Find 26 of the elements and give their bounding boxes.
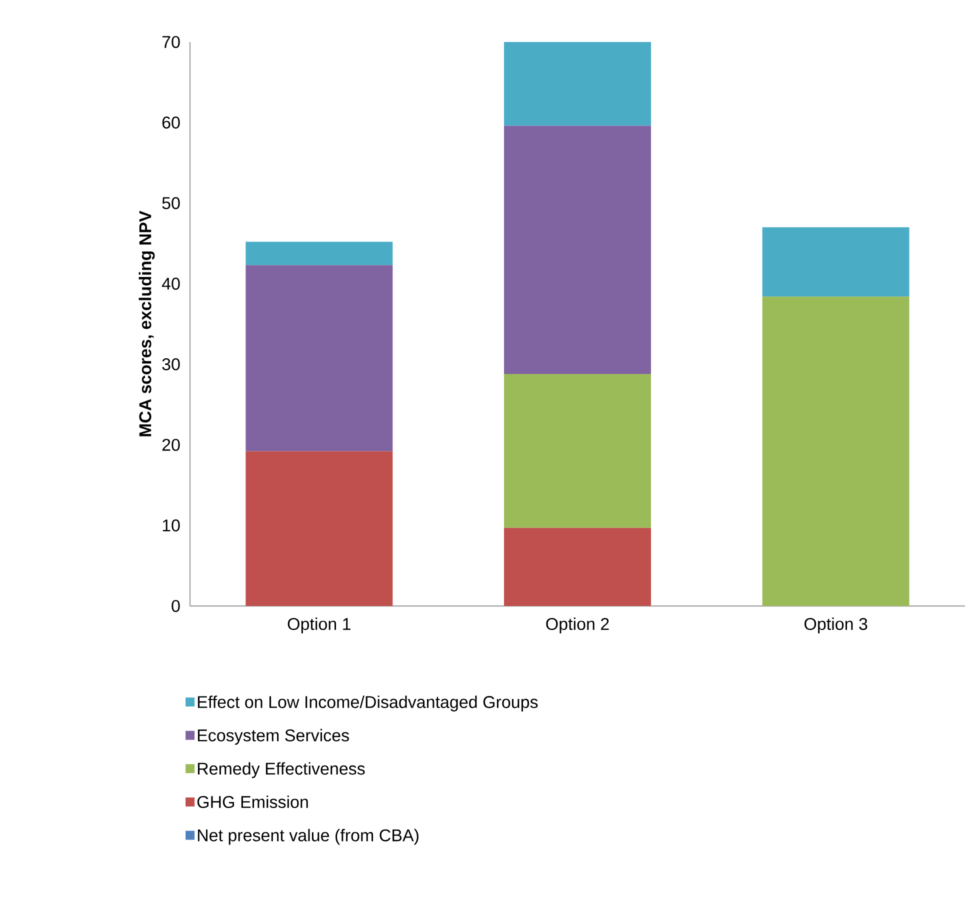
y-axis-title: MCA scores, excluding NPV: [138, 210, 155, 436]
legend-label: Remedy Effectiveness: [198, 762, 365, 778]
x-tick-label: Option 2: [546, 618, 609, 634]
bar: [762, 227, 910, 297]
x-tick-label: Option 1: [288, 618, 350, 634]
bar: [246, 265, 393, 452]
bar: [504, 126, 652, 374]
bar: [504, 528, 652, 606]
y-tick-label: 50: [162, 197, 180, 210]
y-tick-label: 70: [162, 36, 180, 48]
legend-label: GHG Emission: [197, 796, 308, 808]
bar: [762, 296, 910, 606]
y-tick-label: 10: [162, 519, 180, 532]
y-tick-label: 30: [162, 358, 180, 370]
bar: [246, 242, 393, 266]
bar: [504, 374, 652, 528]
y-tick-label: 20: [162, 438, 180, 451]
y-tick-label: 60: [162, 116, 180, 129]
y-tick-label: 40: [162, 278, 180, 290]
bar: [504, 42, 652, 126]
legend-label: Effect on Low Income/Disadvantaged Groups: [198, 696, 538, 712]
bar: [246, 451, 393, 606]
legend-label: Ecosystem Services: [198, 728, 349, 745]
legend-label: Net present value (from CBA): [198, 828, 418, 845]
x-tick-label: Option 3: [804, 618, 868, 634]
y-tick-label: 0: [172, 600, 180, 612]
